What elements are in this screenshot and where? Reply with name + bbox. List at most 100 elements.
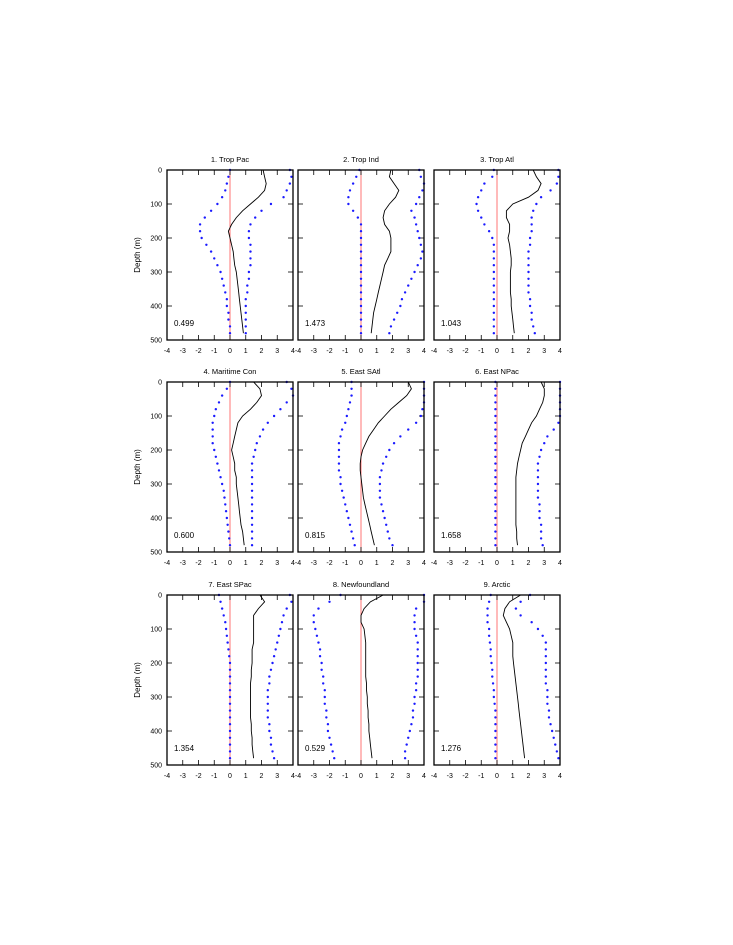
lower-bound-point: [494, 455, 497, 458]
x-tick-label: 3: [275, 560, 279, 567]
upper-bound-point: [250, 496, 254, 499]
upper-bound-point: [539, 537, 543, 540]
lower-bound-point: [314, 627, 317, 631]
panel-value-label: 1.354: [174, 744, 195, 753]
mean-profile-line: [227, 169, 267, 334]
upper-bound-point: [413, 270, 416, 274]
lower-bound-point: [339, 482, 342, 486]
lower-bound-point: [494, 757, 497, 760]
lower-bound-point: [494, 442, 497, 445]
lower-bound-point: [492, 689, 496, 692]
lower-bound-point: [492, 332, 496, 335]
upper-bound-point: [536, 476, 540, 479]
upper-bound-point: [419, 414, 423, 418]
lower-bound-point: [487, 600, 491, 603]
lower-bound-point: [476, 209, 480, 212]
lower-bound-point: [224, 621, 227, 624]
lower-bound-point: [492, 250, 496, 253]
upper-bound-point: [413, 614, 416, 617]
panel-9: 9. Arctic -4 -3 -2 -1 0 1 2 3 4 1.276: [431, 580, 562, 780]
x-tick-label: -1: [211, 560, 217, 567]
x-tick-label: 3: [542, 348, 546, 355]
upper-bound-point: [268, 729, 271, 733]
lower-bound-point: [494, 516, 497, 520]
lower-bound-point: [322, 682, 325, 685]
lower-bound-point: [494, 716, 497, 719]
upper-bound-point: [536, 482, 540, 486]
panel-title: 6. East NPac: [475, 367, 519, 376]
x-tick-label: 2: [391, 773, 395, 780]
upper-bound-point: [249, 250, 252, 253]
upper-bound-point: [538, 510, 541, 513]
panel-title: 3. Trop Atl: [480, 155, 514, 164]
upper-bound-point: [530, 223, 533, 226]
lower-bound-point: [228, 537, 231, 540]
x-tick-label: -3: [180, 560, 186, 567]
lower-bound-point: [226, 641, 229, 644]
panel-3: 3. Trop Atl -4 -3 -2 -1 0 1 2 3 4 1.043: [431, 155, 562, 355]
lower-bound-point: [342, 496, 345, 499]
upper-bound-point: [519, 614, 522, 617]
upper-bound-point: [250, 523, 254, 526]
panel-frame: [297, 594, 425, 766]
upper-bound-point: [260, 209, 263, 212]
upper-bound-point: [383, 516, 386, 520]
lower-bound-point: [494, 729, 497, 733]
upper-bound-point: [414, 689, 418, 692]
upper-bound-point: [539, 530, 543, 533]
upper-bound-point: [285, 607, 288, 610]
y-axis-label: Depth (m): [133, 662, 142, 698]
lower-bound-point: [320, 661, 323, 665]
upper-bound-point: [546, 702, 549, 705]
panel-frame: [433, 594, 561, 766]
lower-bound-point: [320, 668, 323, 671]
lower-bound-point: [359, 318, 363, 321]
upper-bound-point: [247, 277, 251, 280]
y-tick-label: 500: [150, 550, 162, 557]
upper-bound-point: [519, 600, 522, 603]
panel-frame: [166, 594, 294, 766]
mean-profile-line: [370, 169, 400, 334]
panel-title: 4. Maritime Con: [204, 367, 257, 376]
lower-bound-point: [494, 387, 497, 390]
lower-bound-point: [494, 544, 497, 547]
upper-bound-point: [285, 401, 288, 404]
lower-bound-point: [492, 695, 496, 699]
lower-bound-point: [228, 332, 232, 335]
x-tick-label: -1: [342, 560, 348, 567]
upper-bound-point: [527, 284, 530, 287]
upper-bound-point: [419, 175, 423, 178]
upper-bound-point: [282, 196, 285, 199]
upper-bound-point: [538, 503, 541, 506]
upper-bound-point: [414, 223, 418, 226]
lower-bound-point: [223, 496, 226, 499]
lower-bound-point: [492, 277, 496, 280]
upper-bound-point: [250, 482, 254, 486]
lower-bound-point: [318, 655, 322, 658]
x-tick-label: -4: [164, 348, 170, 355]
upper-bound-point: [399, 304, 402, 308]
lower-bound-point: [220, 394, 224, 397]
lower-bound-point: [492, 284, 496, 287]
panel-value-label: 1.658: [441, 531, 462, 540]
upper-bound-point: [244, 304, 247, 308]
upper-bound-point: [386, 530, 389, 533]
upper-bound-point: [410, 277, 413, 280]
upper-bound-point: [413, 702, 416, 705]
lower-bound-point: [209, 250, 213, 253]
lower-bound-point: [228, 689, 232, 692]
upper-bound-point: [246, 291, 249, 294]
x-tick-label: -2: [462, 348, 468, 355]
lower-bound-point: [359, 270, 363, 274]
lower-bound-point: [328, 600, 331, 603]
y-tick-label: 300: [150, 695, 162, 702]
lower-bound-point: [492, 243, 496, 246]
upper-bound-point: [535, 202, 538, 206]
upper-bound-point: [250, 476, 254, 479]
lower-bound-point: [494, 428, 497, 431]
upper-bound-point: [557, 175, 560, 178]
upper-bound-point: [269, 736, 273, 739]
lower-bound-point: [359, 257, 363, 260]
upper-bound-point: [266, 702, 269, 705]
panel-4: 4. Maritime Con -4 -3 -2 -1 0 1 2 3 4 0 100 200 300 40…: [133, 367, 295, 567]
